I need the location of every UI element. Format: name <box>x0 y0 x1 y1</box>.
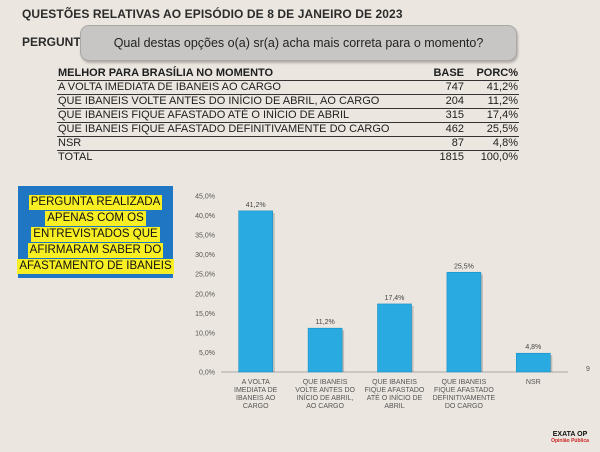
table-header-option: MELHOR PARA BRASÍLIA NO MOMENTO <box>57 67 419 81</box>
bar <box>307 327 343 373</box>
x-category-label: QUE IBANEIS <box>303 379 348 386</box>
y-tick-label: 30,0% <box>195 252 215 259</box>
table-row: A VOLTA IMEDIATA DE IBANEIS AO CARGO 747… <box>57 80 519 95</box>
table-cell-pct: 25,5% <box>465 122 519 137</box>
table-cell-pct: 17,4% <box>465 108 519 123</box>
bar-value-label: 17,4% <box>385 295 405 302</box>
table-row: QUE IBANEIS VOLTE ANTES DO INÍCIO DE ABR… <box>57 94 519 109</box>
logo-text: EXATA OP <box>552 431 588 438</box>
x-category-label: FIQUE AFASTADO <box>434 387 494 394</box>
bar <box>238 210 273 373</box>
y-tick-label: 5,0% <box>199 350 215 357</box>
bar-value-label: 4,8% <box>525 344 541 351</box>
x-category-label: AO CARGO <box>306 403 344 410</box>
table-cell-pct: 11,2% <box>465 94 519 109</box>
page-number: 9 <box>586 366 590 373</box>
bar <box>377 303 412 373</box>
note-box: PERGUNTA REALIZADA APENAS COM OS ENTREVI… <box>17 186 174 278</box>
table-cell-label: QUE IBANEIS VOLTE ANTES DO INÍCIO DE ABR… <box>57 94 419 109</box>
question-box: Qual destas opções o(a) sr(a) acha mais … <box>80 25 517 61</box>
y-tick-label: 20,0% <box>195 291 215 298</box>
bar-value-label: 25,5% <box>454 263 474 270</box>
question-text: Qual destas opções o(a) sr(a) acha mais … <box>113 36 484 50</box>
slide-title: QUESTÕES RELATIVAS AO EPISÓDIO DE 8 DE J… <box>22 7 403 21</box>
note-line: AFASTAMENTO DE IBANEIS <box>17 259 174 274</box>
bar-value-label: 41,2% <box>246 202 266 209</box>
note-line: PERGUNTA REALIZADA <box>28 195 163 210</box>
table-cell-pct: 4,8% <box>465 136 519 151</box>
table-cell-base: 462 <box>419 122 465 137</box>
table-total-base: 1815 <box>439 151 464 163</box>
table-cell-label: NSR <box>57 136 419 151</box>
bar <box>446 271 482 373</box>
table-header-pct: PORC% <box>465 67 519 81</box>
y-tick-label: 45,0% <box>195 194 215 201</box>
table-cell-label: QUE IBANEIS FIQUE AFASTADO DEFINITIVAMEN… <box>57 122 419 137</box>
x-category-label: NSR <box>526 379 541 386</box>
table-header-base: BASE <box>419 67 465 81</box>
table-cell-base: 87 <box>419 136 465 151</box>
table-row: QUE IBANEIS FIQUE AFASTADO ATÉ O INÍCIO … <box>57 108 519 123</box>
x-category-label: IMEDIATA DE <box>234 387 278 394</box>
x-category-label: DEFINITIVAMENTE <box>433 395 496 402</box>
x-category-label: IBANEIS AO <box>236 395 276 402</box>
table-total-row: TOTAL 1815 100,0% <box>57 151 519 165</box>
x-category-label: QUE IBANEIS <box>442 379 487 386</box>
y-tick-label: 40,0% <box>195 213 215 220</box>
x-category-label: A VOLTA <box>242 379 270 386</box>
x-category-label: CARGO <box>243 403 269 410</box>
y-tick-label: 0,0% <box>199 370 215 377</box>
question-label: PERGUNTA <box>22 35 89 49</box>
table-cell-base: 747 <box>419 80 465 95</box>
y-tick-label: 25,0% <box>195 272 215 279</box>
x-category-label: DO CARGO <box>445 403 484 410</box>
bar-value-label: 11,2% <box>315 319 334 326</box>
x-category-label: VOLTE ANTES DO <box>295 387 355 394</box>
note-line: AFIRMARAM SABER DO <box>27 243 164 258</box>
table-row: QUE IBANEIS FIQUE AFASTADO DEFINITIVAMEN… <box>57 122 519 137</box>
results-table: MELHOR PARA BRASÍLIA NO MOMENTO BASE POR… <box>57 67 519 164</box>
table-cell-base: 315 <box>419 108 465 123</box>
table-total-pct: 100,0% <box>480 151 518 163</box>
table-row: NSR 87 4,8% <box>57 136 519 151</box>
x-category-label: FIQUE AFASTADO <box>365 387 425 394</box>
table-cell-pct: 41,2% <box>465 80 519 95</box>
x-category-label: ATÉ O INÍCIO DE <box>367 393 423 402</box>
table-header-row: MELHOR PARA BRASÍLIA NO MOMENTO BASE POR… <box>57 67 519 81</box>
table-cell-label: QUE IBANEIS FIQUE AFASTADO ATÉ O INÍCIO … <box>57 108 419 123</box>
table-total-label: TOTAL <box>58 151 93 163</box>
x-category-label: INÍCIO DE ABRIL, <box>297 393 354 402</box>
note-line: APENAS COM OS <box>45 211 146 226</box>
logo-subtext: Opinião Pública <box>551 438 589 444</box>
table-cell-label: A VOLTA IMEDIATA DE IBANEIS AO CARGO <box>57 80 419 95</box>
y-tick-label: 10,0% <box>195 330 215 337</box>
x-category-label: ABRIL <box>384 403 404 410</box>
exata-op-logo: EXATA OP Opinião Pública <box>549 431 591 444</box>
y-tick-label: 35,0% <box>195 233 215 240</box>
y-tick-label: 15,0% <box>195 311 215 318</box>
bar <box>515 352 551 373</box>
table-cell-base: 204 <box>419 94 465 109</box>
note-line: ENTREVISTADOS QUE <box>31 227 160 242</box>
x-category-label: QUE IBANEIS <box>372 379 417 386</box>
